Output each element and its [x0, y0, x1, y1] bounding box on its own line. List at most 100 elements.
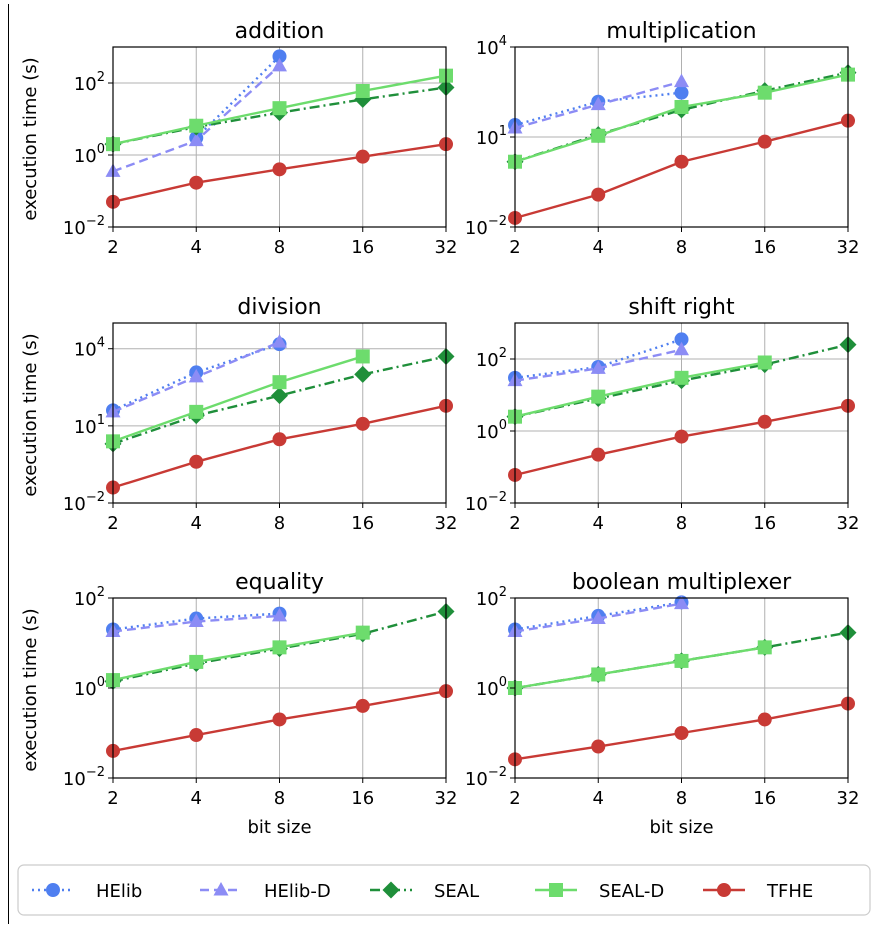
x-tick-label: 16 — [351, 788, 374, 809]
data-point — [272, 432, 287, 447]
y-tick-label: 10−2 — [63, 214, 105, 239]
x-tick-label: 8 — [676, 513, 687, 534]
panel-title: addition — [235, 19, 325, 44]
x-tick-label: 16 — [351, 237, 374, 258]
data-point — [674, 85, 689, 100]
x-tick-label: 32 — [837, 237, 860, 258]
data-point — [188, 132, 204, 147]
x-tick-label: 2 — [509, 513, 520, 534]
data-point — [189, 454, 204, 469]
data-point — [189, 404, 204, 419]
panel-division: division 2 4 8 16 32 10−2 101 104 execution time … — [20, 295, 457, 534]
data-point — [272, 334, 287, 348]
data-point — [674, 653, 689, 668]
data-point — [590, 610, 606, 625]
series-line — [514, 361, 765, 418]
legend-label: SEAL — [434, 881, 479, 902]
legend-marker — [382, 881, 400, 899]
data-point — [674, 100, 689, 114]
legend-entry-TFHE: TFHE — [703, 881, 813, 902]
series-SEAL-D — [106, 349, 370, 449]
data-point — [757, 712, 772, 727]
series-SEAL-D — [106, 68, 453, 152]
data-point — [674, 370, 689, 385]
x-tick-label: 16 — [753, 513, 776, 534]
panel-addition: addition 2 4 8 16 32 10−2 100 102 execution time … — [20, 19, 457, 258]
data-point — [591, 128, 606, 143]
data-point — [354, 365, 372, 383]
x-tick-label: 8 — [274, 237, 285, 258]
y-tick-label: 100 — [476, 418, 507, 443]
data-point — [272, 712, 287, 727]
data-point — [590, 360, 606, 374]
data-point — [271, 387, 288, 405]
panel-multiplication: multiplication 2 4 8 16 32 10−2 101 104 — [465, 19, 860, 258]
panel-shift-right: shift right 2 4 8 16 32 10−2 100 102 — [465, 295, 860, 534]
data-point — [355, 149, 370, 164]
legend-entry-SEAL: SEAL — [370, 881, 479, 902]
panel-boolean-multiplexer: boolean multiplexer 2 4 8 16 32 10−2 100 102 bit … — [465, 570, 860, 838]
y-axis-label: execution time (s) — [20, 57, 41, 220]
y-tick-label: 101 — [74, 413, 105, 438]
panel-grid: addition 2 4 8 16 32 10−2 100 102 execution time … — [20, 19, 859, 838]
legend: HElib HElib-D SEAL SEAL-D TFHE — [17, 864, 871, 916]
legend-marker — [213, 882, 229, 896]
legend-entry-HElib: HElib — [32, 881, 142, 902]
legend-box — [17, 864, 871, 916]
data-point — [674, 341, 689, 356]
y-tick-label: 10−2 — [465, 490, 507, 515]
x-tick-label: 2 — [107, 513, 118, 534]
data-point — [590, 96, 606, 111]
x-tick-label: 2 — [107, 788, 118, 809]
panel-title: equality — [235, 570, 324, 595]
data-point — [189, 728, 204, 743]
data-point — [757, 640, 772, 655]
y-axis-label: execution time (s) — [20, 608, 41, 771]
series-line — [514, 646, 765, 690]
y-tick-label: 102 — [476, 346, 507, 371]
series-line — [112, 355, 447, 445]
x-tick-label: 4 — [191, 513, 202, 534]
data-point — [188, 368, 204, 383]
data-point — [591, 667, 606, 682]
panel-title: boolean multiplexer — [572, 570, 792, 595]
data-point — [591, 739, 606, 754]
data-point — [757, 134, 772, 149]
x-tick-label: 8 — [274, 513, 285, 534]
data-point — [591, 389, 606, 404]
x-tick-label: 8 — [274, 788, 285, 809]
y-tick-label: 102 — [476, 585, 507, 610]
data-point — [591, 447, 606, 462]
legend-marker — [549, 883, 563, 897]
legend-marker — [717, 883, 731, 897]
legend-marker — [46, 883, 60, 897]
series-line — [112, 355, 364, 443]
x-tick-label: 32 — [837, 788, 860, 809]
x-tick-label: 32 — [435, 237, 458, 258]
series-line — [195, 55, 281, 139]
panel-title: multiplication — [606, 19, 756, 44]
data-point — [757, 85, 772, 100]
data-point — [272, 607, 287, 622]
y-axis-label: execution time (s) — [20, 333, 41, 496]
data-point — [674, 429, 689, 444]
y-tick-label: 100 — [74, 675, 105, 700]
legend-label: SEAL-D — [599, 881, 664, 902]
series-line — [112, 631, 363, 682]
panel-equality: equality 2 4 8 16 32 10−2 100 102 execution time … — [20, 570, 457, 838]
data-point — [272, 57, 287, 72]
x-tick-label: 32 — [435, 788, 458, 809]
series-HElib-D — [507, 595, 689, 638]
data-point — [189, 654, 204, 669]
x-tick-label: 32 — [435, 513, 458, 534]
data-point — [272, 162, 287, 177]
data-point — [188, 613, 204, 628]
y-tick-label: 10−2 — [465, 765, 507, 790]
data-point — [674, 73, 689, 88]
x-tick-label: 16 — [753, 788, 776, 809]
x-tick-label: 2 — [509, 237, 520, 258]
figure-frame — [8, 4, 875, 924]
y-tick-label: 10−2 — [63, 765, 105, 790]
series-SEAL-D — [508, 67, 855, 169]
